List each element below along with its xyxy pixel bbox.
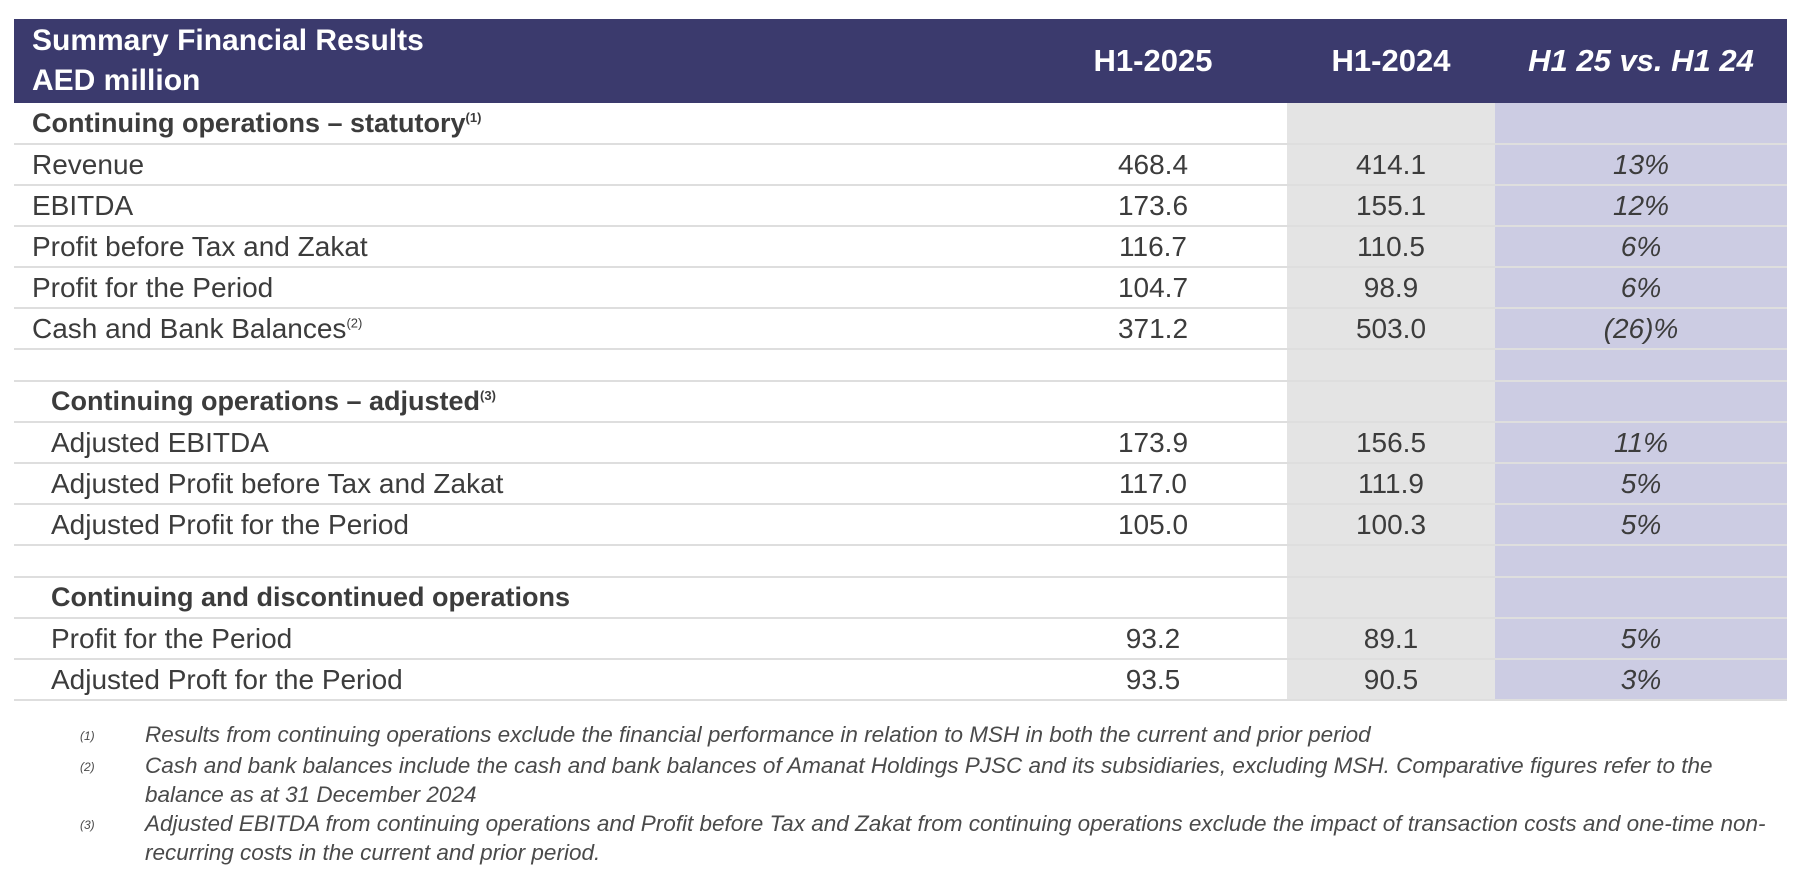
value-variance: 5% [1495,504,1787,546]
value-h1-2024: 98.9 [1287,267,1495,309]
value-variance: (26)% [1495,308,1787,350]
section-header-row: Continuing operations – statutory(1) [14,103,1787,145]
footnote-ref: (2) [346,315,363,331]
table-title-line2: AED million [32,64,201,97]
row-label: Adjusted Profit before Tax and Zakat [14,463,1019,505]
value-h1-2025: 173.6 [1019,185,1287,227]
table-row: Adjusted Profit for the Period 105.0 100… [14,504,1787,546]
footnote-2: (2) Cash and bank balances include the c… [80,751,1790,809]
footnote-1: (1) Results from continuing operations e… [80,720,1790,751]
table-row: Profit before Tax and Zakat 116.7 110.5 … [14,226,1787,268]
column-header-h1-2025: H1-2025 [1093,43,1213,78]
footnote-3: (3) Adjusted EBITDA from continuing oper… [80,809,1790,867]
value-h1-2024: 100.3 [1287,504,1495,546]
table-title-line1: Summary Financial Results [32,24,424,57]
value-h1-2024: 110.5 [1287,226,1495,268]
footnote-mark: (2) [80,760,95,774]
table-row: EBITDA 173.6 155.1 12% [14,185,1787,227]
value-variance: 11% [1495,422,1787,464]
value-h1-2025: 117.0 [1019,463,1287,505]
value-h1-2025: 105.0 [1019,504,1287,546]
value-variance: 5% [1495,618,1787,660]
value-h1-2024: 503.0 [1287,308,1495,350]
footnotes: (1) Results from continuing operations e… [80,720,1790,867]
table-row: Adjusted EBITDA 173.9 156.5 11% [14,422,1787,464]
summary-financial-table: Summary Financial Results AED million H1… [14,19,1787,701]
section-title-combined: Continuing and discontinued operations [14,577,1019,619]
value-variance: 5% [1495,463,1787,505]
section-title-adjusted: Continuing operations – adjusted(3) [14,381,1019,423]
row-label: Adjusted Profit for the Period [14,504,1019,546]
footnote-ref: (1) [465,109,482,125]
row-label: Cash and Bank Balances(2) [14,308,1019,350]
value-variance: 6% [1495,226,1787,268]
row-label: Revenue [14,144,1019,186]
table-title: Summary Financial Results AED million [14,19,1019,103]
value-variance: 6% [1495,267,1787,309]
table-header-row: Summary Financial Results AED million H1… [14,19,1787,103]
spacer-row [14,349,1787,382]
value-h1-2024: 156.5 [1287,422,1495,464]
value-h1-2024: 414.1 [1287,144,1495,186]
row-label: Profit for the Period [14,267,1019,309]
table-row: Profit for the Period 93.2 89.1 5% [14,618,1787,660]
value-h1-2025: 371.2 [1019,308,1287,350]
column-header-h1-2024: H1-2024 [1331,43,1451,78]
table-row: Cash and Bank Balances(2) 371.2 503.0 (2… [14,308,1787,350]
value-h1-2024: 155.1 [1287,185,1495,227]
footnote-text: Cash and bank balances include the cash … [145,753,1713,807]
value-h1-2025: 93.5 [1019,659,1287,701]
footnote-mark: (1) [80,729,95,743]
value-variance: 12% [1495,185,1787,227]
value-h1-2024: 90.5 [1287,659,1495,701]
row-label: Adjusted Proft for the Period [14,659,1019,701]
table-row: Adjusted Proft for the Period 93.5 90.5 … [14,659,1787,701]
value-h1-2025: 173.9 [1019,422,1287,464]
value-h1-2025: 116.7 [1019,226,1287,268]
footnote-text: Results from continuing operations exclu… [145,722,1371,747]
column-header-variance: H1 25 vs. H1 24 [1528,43,1754,78]
table-row: Revenue 468.4 414.1 13% [14,144,1787,186]
footnote-mark: (3) [80,818,95,832]
row-label: Profit for the Period [14,618,1019,660]
spacer-row [14,545,1787,578]
value-variance: 3% [1495,659,1787,701]
table-row: Adjusted Profit before Tax and Zakat 117… [14,463,1787,505]
section-header-row: Continuing and discontinued operations [14,577,1787,619]
row-label: EBITDA [14,185,1019,227]
value-h1-2025: 468.4 [1019,144,1287,186]
row-label: Profit before Tax and Zakat [14,226,1019,268]
value-variance: 13% [1495,144,1787,186]
section-title-statutory: Continuing operations – statutory(1) [14,103,1019,145]
table-row: Profit for the Period 104.7 98.9 6% [14,267,1787,309]
value-h1-2024: 111.9 [1287,463,1495,505]
value-h1-2024: 89.1 [1287,618,1495,660]
section-header-row: Continuing operations – adjusted(3) [14,381,1787,423]
value-h1-2025: 104.7 [1019,267,1287,309]
value-h1-2025: 93.2 [1019,618,1287,660]
row-label: Adjusted EBITDA [14,422,1019,464]
footnote-ref: (3) [480,388,496,403]
footnote-text: Adjusted EBITDA from continuing operatio… [145,811,1766,865]
